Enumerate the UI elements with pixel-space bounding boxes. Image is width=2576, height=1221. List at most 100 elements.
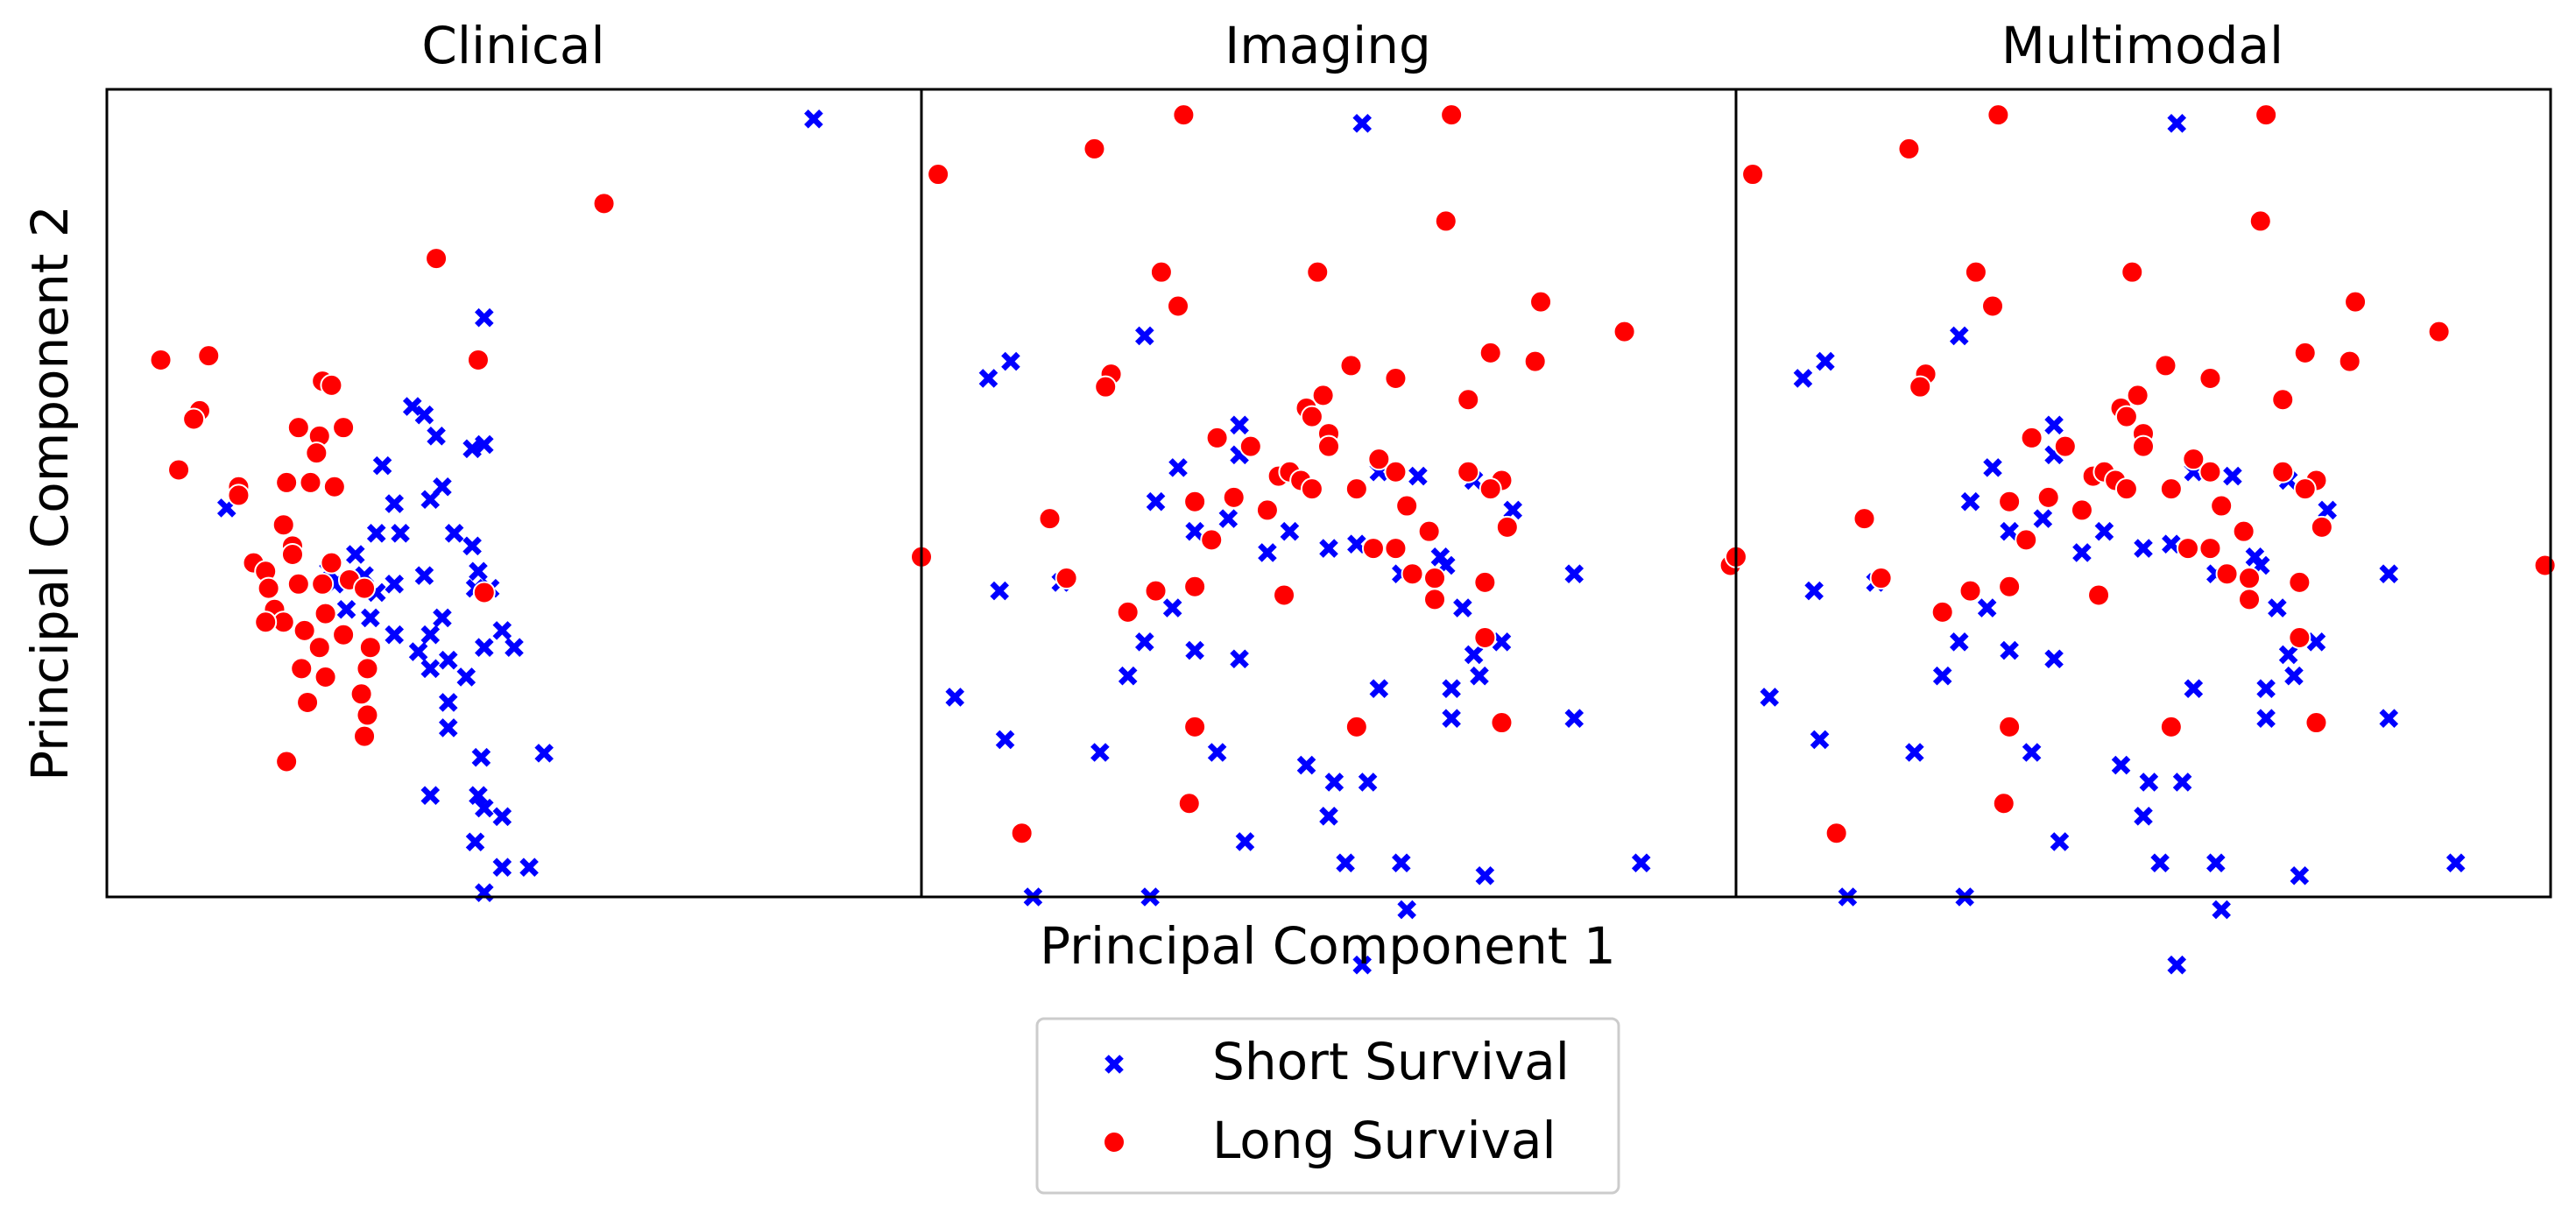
short-survival-point bbox=[438, 693, 458, 712]
short-survival-point bbox=[2223, 466, 2242, 486]
long-survival-point bbox=[1457, 388, 1480, 412]
short-survival-point bbox=[1230, 415, 1249, 435]
long-survival-point bbox=[2114, 405, 2138, 428]
long-survival-point bbox=[2154, 354, 2177, 378]
long-survival-point bbox=[1384, 460, 1408, 483]
short-survival-point bbox=[1319, 539, 1338, 558]
long-survival-point bbox=[2198, 460, 2222, 483]
short-survival-point bbox=[1347, 534, 1366, 554]
long-survival-point bbox=[1824, 822, 1848, 845]
long-survival-point bbox=[2020, 426, 2043, 449]
short-survival-point bbox=[438, 650, 458, 670]
long-survival-point bbox=[182, 407, 206, 431]
x-axis-label: Principal Component 1 bbox=[1040, 916, 1616, 976]
long-survival-point bbox=[1897, 137, 1921, 160]
short-survival-point bbox=[420, 625, 441, 645]
short-survival-point bbox=[385, 494, 405, 513]
legend-marker-short-survival bbox=[1105, 1055, 1124, 1074]
short-survival-point bbox=[1230, 649, 1249, 669]
short-survival-point bbox=[1358, 773, 1378, 792]
long-survival-point bbox=[1998, 575, 2022, 598]
short-survival-point bbox=[1185, 640, 1204, 660]
short-survival-point bbox=[1816, 351, 1835, 371]
short-survival-point bbox=[2268, 598, 2287, 618]
long-survival-point bbox=[197, 344, 221, 368]
long-survival-point bbox=[227, 483, 251, 507]
long-survival-point bbox=[2210, 494, 2234, 518]
short-survival-point bbox=[471, 747, 491, 767]
long-survival-point bbox=[1741, 163, 1765, 187]
long-survival-point bbox=[2198, 366, 2222, 390]
long-survival-point bbox=[307, 636, 331, 660]
long-survival-point bbox=[1183, 715, 1207, 738]
short-survival-point bbox=[1324, 773, 1344, 792]
long-survival-point bbox=[2053, 434, 2077, 458]
short-survival-point bbox=[1960, 491, 1980, 512]
long-survival-point bbox=[1958, 579, 1982, 603]
long-survival-point bbox=[1457, 460, 1480, 483]
short-survival-point bbox=[1218, 509, 1239, 528]
long-survival-point bbox=[2232, 519, 2255, 543]
long-survival-point bbox=[272, 513, 295, 537]
short-survival-point bbox=[1977, 598, 1997, 618]
short-survival-point bbox=[1001, 351, 1020, 371]
short-survival-point bbox=[2445, 853, 2466, 872]
short-survival-point bbox=[990, 581, 1009, 601]
long-survival-point bbox=[311, 572, 335, 596]
legend-box bbox=[1035, 1017, 1620, 1195]
long-survival-point bbox=[1177, 792, 1201, 815]
long-survival-point bbox=[1417, 519, 1441, 543]
long-survival-point bbox=[1317, 434, 1340, 458]
short-survival-point bbox=[2212, 900, 2231, 920]
short-survival-point bbox=[2134, 539, 2153, 558]
short-survival-point bbox=[2318, 500, 2338, 520]
short-survival-point bbox=[2111, 755, 2131, 775]
short-survival-point bbox=[1810, 730, 1830, 750]
long-survival-point bbox=[1440, 103, 1464, 127]
panel-title-imaging: Imaging bbox=[1224, 16, 1431, 75]
short-survival-point bbox=[945, 688, 965, 707]
long-survival-point bbox=[1083, 137, 1106, 160]
long-survival-point bbox=[472, 581, 496, 604]
long-survival-point bbox=[1434, 209, 1457, 233]
short-survival-point bbox=[1185, 521, 1204, 541]
panel-points-imaging bbox=[910, 103, 1742, 975]
short-survival-legend-mark bbox=[1105, 1055, 1124, 1074]
short-survival-point bbox=[492, 858, 512, 878]
short-survival-point bbox=[420, 490, 441, 510]
short-survival-point bbox=[1464, 645, 1484, 665]
long-survival-point bbox=[1055, 567, 1078, 590]
long-survival-point bbox=[296, 690, 320, 714]
short-survival-point bbox=[2290, 865, 2310, 886]
long-survival-point bbox=[290, 657, 314, 681]
long-survival-point bbox=[1384, 537, 1408, 561]
long-survival-point bbox=[2182, 448, 2205, 471]
long-survival-point bbox=[2238, 567, 2262, 590]
long-survival-point bbox=[1311, 384, 1335, 407]
long-survival-point bbox=[1998, 490, 2022, 513]
long-survival-point bbox=[1981, 294, 2005, 318]
short-survival-point bbox=[469, 561, 488, 582]
long-survival-point bbox=[305, 441, 328, 465]
short-survival-point bbox=[361, 608, 380, 628]
short-survival-point bbox=[2256, 709, 2276, 728]
long-survival-point bbox=[2271, 388, 2295, 412]
long-survival-point bbox=[280, 542, 304, 566]
short-survival-point bbox=[1793, 369, 1813, 388]
short-survival-point bbox=[408, 642, 428, 661]
short-survival-point bbox=[2379, 709, 2399, 728]
long-survival-point bbox=[332, 416, 356, 440]
long-survival-point bbox=[2114, 477, 2138, 501]
short-survival-point bbox=[2278, 645, 2298, 665]
short-survival-point bbox=[475, 638, 494, 657]
long-survival-point bbox=[1010, 822, 1034, 845]
short-survival-point bbox=[2256, 679, 2276, 699]
short-survival-point bbox=[2094, 521, 2114, 541]
panel-title-clinical: Clinical bbox=[421, 16, 604, 75]
long-survival-point bbox=[1183, 575, 1207, 598]
short-survival-point bbox=[2150, 853, 2170, 872]
short-survival-point bbox=[1492, 632, 1512, 652]
long-survival-point bbox=[1869, 567, 1893, 590]
short-survival-point bbox=[2306, 632, 2326, 652]
short-survival-point bbox=[534, 744, 554, 763]
